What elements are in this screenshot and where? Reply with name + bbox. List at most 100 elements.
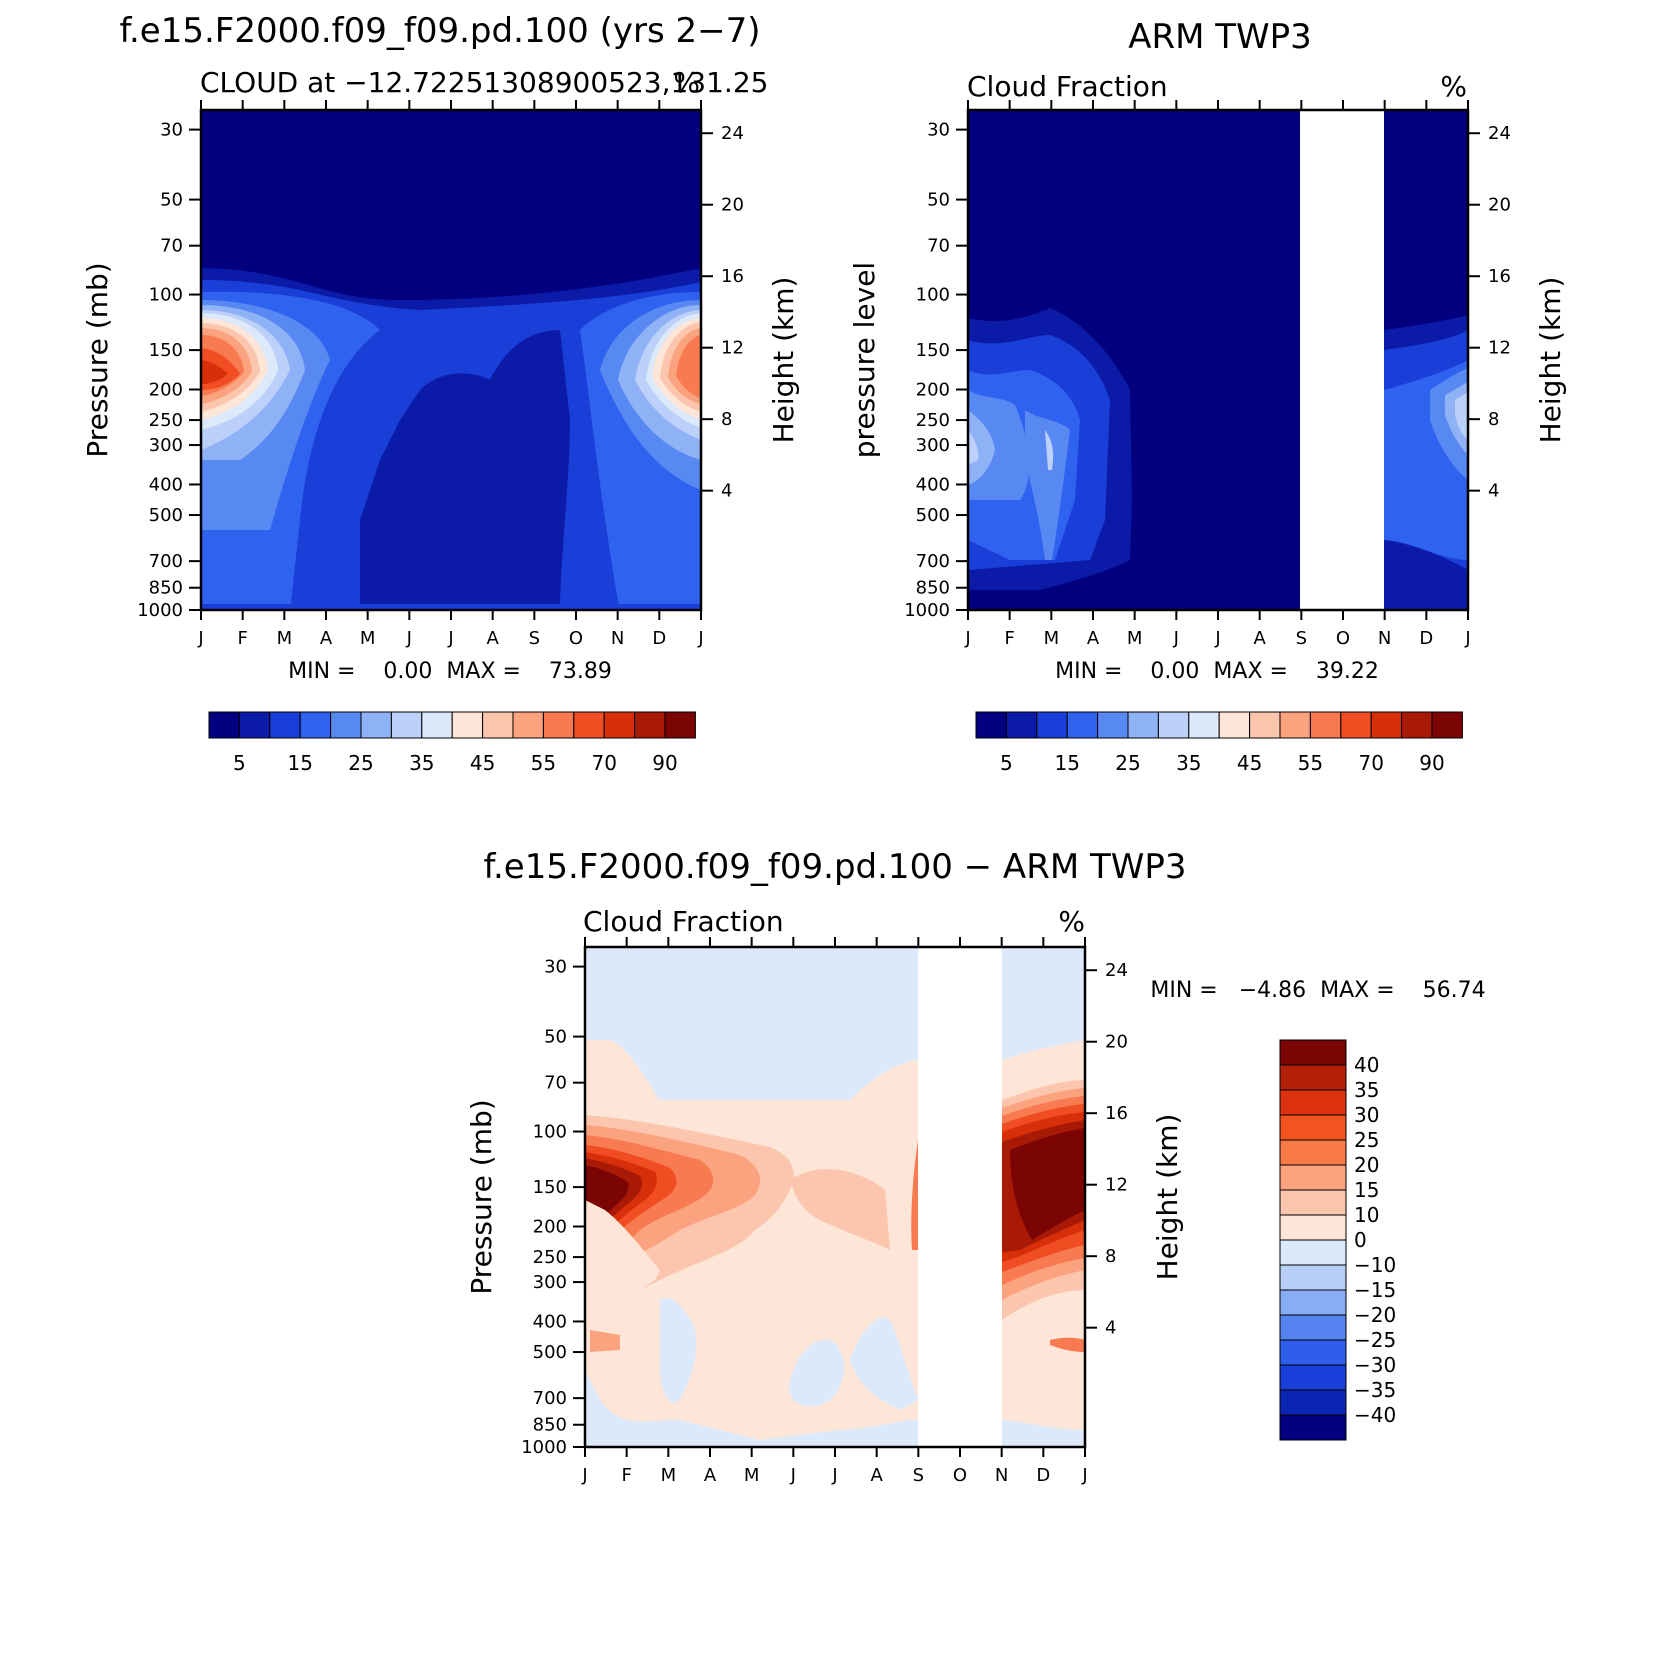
panel-diff-ylabel: Pressure (mb) xyxy=(465,1099,498,1294)
month-tick-label: O xyxy=(953,1465,967,1486)
colorbar-swatch xyxy=(390,711,423,739)
pressure-tick-label: 70 xyxy=(160,236,183,257)
colorbar-label: 40 xyxy=(1354,1053,1379,1077)
colorbar-swatch xyxy=(1036,711,1068,739)
pressure-tick-label: 400 xyxy=(916,474,950,495)
colorbar-label: 30 xyxy=(1354,1103,1379,1127)
month-tick-label: J xyxy=(1214,628,1220,649)
pressure-tick-label: 50 xyxy=(160,190,183,211)
pressure-tick-label: 100 xyxy=(533,1122,567,1143)
month-tick-label: D xyxy=(1036,1465,1050,1486)
colorbar-label: 70 xyxy=(1358,751,1383,775)
month-tick-label: J xyxy=(964,628,970,649)
month-tick-label: A xyxy=(1087,628,1100,649)
colorbar-swatch xyxy=(1340,711,1372,739)
pressure-tick-label: 1000 xyxy=(137,600,183,621)
panel-model-minmax: MIN = 0.00 MAX = 73.89 xyxy=(288,659,612,684)
colorbar-swatch xyxy=(634,711,666,739)
colorbar-label: −30 xyxy=(1354,1353,1396,1377)
panel-diff-subtitle: Cloud Fraction xyxy=(583,905,784,938)
height-tick-label: 16 xyxy=(1488,266,1511,287)
pressure-tick-label: 700 xyxy=(916,551,950,572)
panel-obs: ARM TWP3 Cloud Fraction % 30 50 70 100 150 20… xyxy=(848,17,1567,775)
height-tick-label: 12 xyxy=(1105,1175,1128,1196)
colorbar-label: 35 xyxy=(409,751,434,775)
panel-model-ylabel: Pressure (mb) xyxy=(81,262,114,457)
pressure-tick-label: 150 xyxy=(533,1177,567,1198)
panel-model-subtitle: CLOUD at −12.72251308900523,131.25 xyxy=(200,66,768,99)
panel-obs-subtitle: Cloud Fraction xyxy=(967,70,1168,103)
colorbar-swatch xyxy=(1279,1364,1347,1391)
pressure-tick-label: 250 xyxy=(149,410,183,431)
colorbar-label: 35 xyxy=(1176,751,1201,775)
colorbar-swatch xyxy=(1279,1214,1347,1241)
month-tick-label: J xyxy=(1081,1465,1087,1486)
height-tick-label: 4 xyxy=(1105,1318,1116,1339)
colorbar-swatch xyxy=(1279,1189,1347,1216)
colorbar-swatch xyxy=(1157,711,1190,739)
pressure-tick-label: 250 xyxy=(533,1247,567,1268)
pressure-tick-label: 700 xyxy=(149,551,183,572)
colorbar-swatch xyxy=(1005,711,1038,739)
colorbar-swatch xyxy=(1249,711,1281,739)
colorbar-label: −10 xyxy=(1354,1253,1396,1277)
panel-obs-minmax: MIN = 0.00 MAX = 39.22 xyxy=(1055,659,1379,684)
panel-diff-field xyxy=(585,947,1085,1447)
panel-model-units: % xyxy=(673,66,700,99)
colorbar-swatch xyxy=(1279,1339,1347,1366)
pressure-tick-label: 500 xyxy=(149,505,183,526)
colorbar-swatch xyxy=(1279,1164,1347,1191)
height-tick-label: 24 xyxy=(721,123,744,144)
height-tick-label: 8 xyxy=(1488,409,1499,430)
pressure-tick-label: 250 xyxy=(916,410,950,431)
pressure-tick-label: 300 xyxy=(533,1272,567,1293)
month-tick-label: S xyxy=(529,628,540,649)
colorbar-swatch xyxy=(360,711,392,739)
colorbar-label: 25 xyxy=(1354,1128,1379,1152)
pressure-tick-label: 100 xyxy=(916,285,950,306)
colorbar-label: 15 xyxy=(1054,751,1079,775)
month-tick-label: J xyxy=(406,628,412,649)
colorbar-label: 45 xyxy=(470,751,495,775)
colorbar-swatch xyxy=(512,711,544,739)
height-tick-label: 24 xyxy=(1105,960,1128,981)
pressure-tick-label: 100 xyxy=(149,285,183,306)
colorbar-label: 5 xyxy=(1000,751,1013,775)
pressure-tick-label: 70 xyxy=(927,236,950,257)
colorbar-swatch xyxy=(573,711,605,739)
colorbar-swatch xyxy=(1401,711,1433,739)
panel-diff-title: f.e15.F2000.f09_f09.pd.100 − ARM TWP3 xyxy=(484,847,1187,887)
month-tick-label: A xyxy=(1254,628,1267,649)
colorbar-swatch xyxy=(542,711,575,739)
colorbar-swatch xyxy=(1309,711,1342,739)
panel-obs-ylabel-right: Height (km) xyxy=(1534,277,1567,444)
colorbar-label: 25 xyxy=(348,751,373,775)
height-tick-label: 8 xyxy=(721,409,732,430)
panel-obs-units: % xyxy=(1440,70,1467,103)
height-tick-label: 20 xyxy=(1105,1032,1128,1053)
height-tick-label: 12 xyxy=(1488,338,1511,359)
colorbar-label: −25 xyxy=(1354,1328,1396,1352)
month-tick-label: J xyxy=(831,1465,837,1486)
month-tick-label: M xyxy=(744,1465,760,1486)
colorbar-swatch xyxy=(1279,1064,1347,1091)
colorbar-swatch xyxy=(1188,711,1220,739)
colorbar-swatch xyxy=(1279,1239,1347,1266)
colorbar-label: 25 xyxy=(1115,751,1140,775)
colorbar-label: 10 xyxy=(1354,1203,1379,1227)
pressure-tick-label: 30 xyxy=(544,957,567,978)
colorbar-label: −40 xyxy=(1354,1403,1396,1427)
colorbar-swatch xyxy=(269,711,301,739)
colorbar-swatch xyxy=(1097,711,1129,739)
colorbar-label: 15 xyxy=(287,751,312,775)
month-tick-label: N xyxy=(1378,628,1391,649)
month-tick-label: A xyxy=(487,628,500,649)
month-tick-label: A xyxy=(871,1465,884,1486)
colorbar-label: 90 xyxy=(652,751,677,775)
pressure-tick-label: 70 xyxy=(544,1073,567,1094)
month-tick-label: D xyxy=(1419,628,1433,649)
month-tick-label: J xyxy=(1173,628,1179,649)
panel-model-colorbar: 5 15 25 35 45 55 70 90 xyxy=(208,711,696,775)
height-tick-label: 20 xyxy=(721,195,744,216)
